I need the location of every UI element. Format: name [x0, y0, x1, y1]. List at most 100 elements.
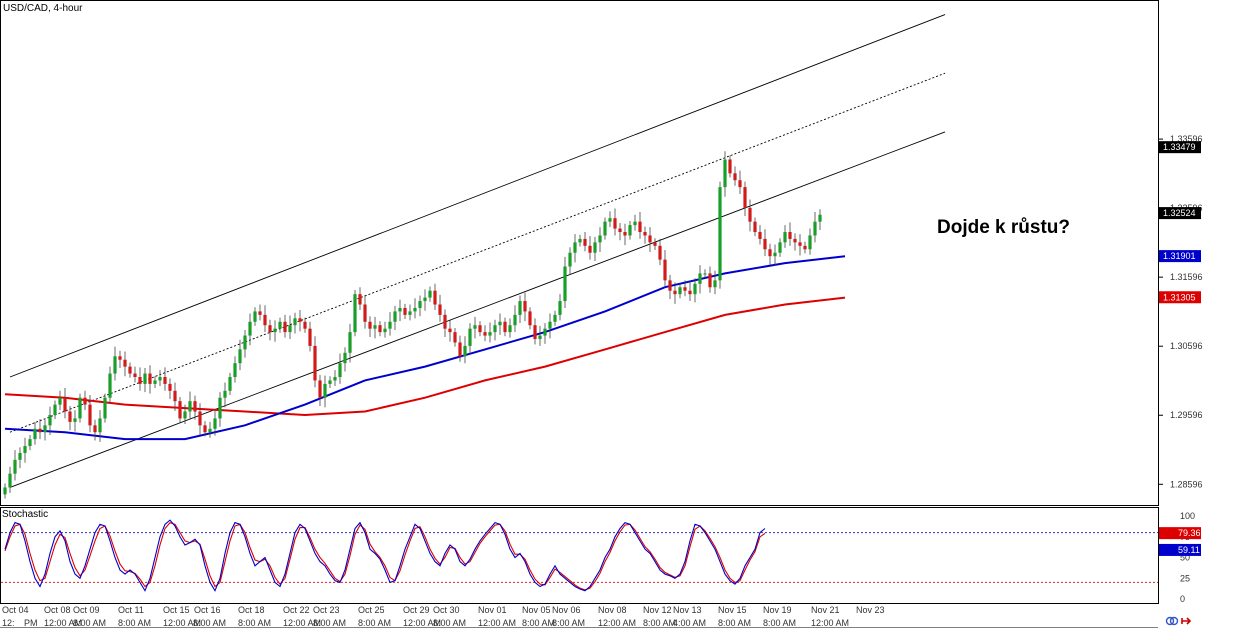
candle	[28, 434, 32, 451]
candle-body	[313, 345, 317, 381]
stochastic-label: Stochastic	[2, 509, 48, 520]
candle	[483, 325, 487, 342]
time-axis-time-label: 12:00 AM	[478, 618, 516, 628]
sync-icon[interactable]	[1165, 616, 1179, 626]
candle-body	[278, 321, 282, 329]
candle	[518, 295, 522, 324]
candle	[113, 346, 117, 381]
candle	[248, 313, 252, 346]
candle-body	[348, 332, 352, 353]
candle-body	[403, 307, 407, 315]
candle-body	[468, 328, 472, 346]
candle-body	[63, 397, 67, 412]
time-axis-date-label: Nov 08	[598, 605, 627, 615]
candle-body	[743, 187, 747, 208]
candle	[108, 366, 112, 404]
candle-body	[388, 321, 392, 329]
stochastic-d-line	[4, 521, 766, 591]
candle	[658, 238, 662, 266]
candle	[368, 316, 372, 337]
candle	[548, 313, 552, 339]
candle-body	[28, 439, 32, 447]
candle-body	[253, 311, 257, 322]
candle-body	[618, 228, 622, 233]
candle	[728, 155, 732, 178]
candle-body	[358, 294, 362, 305]
candle	[83, 390, 87, 411]
candle	[278, 317, 282, 333]
candle	[668, 274, 672, 299]
candle-body	[808, 235, 812, 250]
stochastic-tag-label: 59.11	[1178, 545, 1200, 555]
candle-body	[593, 242, 597, 253]
candle-body	[783, 232, 787, 243]
price-tag-label: 1.33479	[1163, 142, 1196, 152]
candle	[138, 367, 142, 391]
price-tick-label: 1.31596	[1170, 272, 1203, 282]
candle-body	[733, 173, 737, 181]
candle-body	[758, 232, 762, 239]
time-axis-time-label: 12:00 AM	[163, 618, 201, 628]
price-tick-label: 1.33596	[1170, 134, 1203, 144]
time-axis-time-label: 12:00 AM	[283, 618, 321, 628]
candle-body	[543, 328, 547, 336]
price-tag: 1.32524	[1159, 207, 1201, 220]
candle	[263, 305, 267, 333]
candle-body	[508, 325, 512, 333]
time-axis-time-label: 8:00 AM	[643, 618, 676, 628]
time-axis-time-label: 8:00 AM	[718, 618, 751, 628]
candle	[43, 419, 47, 441]
candle-body	[773, 252, 777, 257]
candle-body	[678, 287, 682, 295]
stochastic-label-box	[1, 508, 41, 519]
candle-body	[243, 335, 247, 350]
candle-body	[33, 428, 37, 440]
candle-body	[698, 273, 702, 284]
candle-body	[183, 411, 187, 419]
candle	[608, 211, 612, 228]
candle-body	[368, 321, 372, 329]
candle	[603, 217, 607, 240]
candle	[473, 316, 477, 339]
channel-middle-line	[9, 72, 946, 433]
price-tick-label: 1.28596	[1170, 479, 1203, 489]
candle	[363, 294, 367, 329]
candle-body	[18, 452, 22, 460]
candle	[58, 390, 62, 411]
candle-body	[373, 325, 377, 329]
candle-body	[553, 314, 557, 322]
candle	[498, 313, 502, 335]
time-axis-date-label: Oct 09	[73, 605, 100, 615]
candle	[638, 211, 642, 239]
annotation-text: Dojde k růstu?	[937, 217, 1070, 238]
channel-lower-line	[9, 131, 946, 488]
time-axis-date-label: Oct 22	[283, 605, 310, 615]
candle	[683, 280, 687, 297]
candle	[348, 323, 352, 363]
candle	[103, 393, 107, 423]
time-axis-time-label: 12:00 AM	[403, 618, 441, 628]
time-axis-time-label: 12:00 AM	[598, 618, 636, 628]
candle	[63, 388, 67, 419]
candle-body	[428, 290, 432, 298]
candle	[323, 375, 327, 408]
time-axis-date-label: Oct 29	[403, 605, 430, 615]
candle	[303, 317, 307, 333]
candle-body	[448, 328, 452, 333]
candle-body	[248, 321, 252, 336]
stochastic-tag: 79.36	[1159, 527, 1201, 540]
candle	[318, 374, 322, 406]
time-axis-date-label: Oct 30	[433, 605, 460, 615]
candle	[253, 307, 257, 326]
channel-upper-line	[9, 14, 946, 378]
candle	[98, 410, 102, 442]
candle	[133, 366, 137, 383]
candle-body	[483, 332, 487, 336]
candle-body	[623, 232, 627, 236]
time-axis-time-label: 8:00 AM	[552, 618, 585, 628]
candle	[588, 236, 592, 260]
candle-body	[293, 318, 297, 326]
pin-icon[interactable]	[1181, 617, 1192, 625]
candle	[578, 234, 582, 247]
price-tags: 1.33479 1.32524 1.31901 1.31305	[1159, 141, 1201, 304]
